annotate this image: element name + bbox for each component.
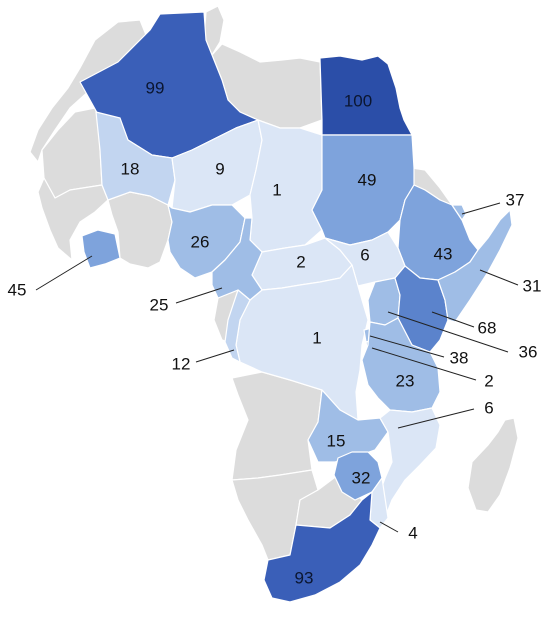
label-gabon-congo: 12 <box>172 355 191 374</box>
country-malawi-mozambique <box>377 407 441 519</box>
leader-rwanda <box>369 335 445 358</box>
label-kenya: 68 <box>478 319 497 338</box>
leader-gabon-congo <box>195 349 235 363</box>
label-chad: 1 <box>272 181 281 200</box>
label-ethiopia: 43 <box>434 245 453 264</box>
label-nigeria: 26 <box>191 233 210 252</box>
leader-ivory-coast <box>35 255 93 291</box>
data-countries <box>79 11 513 603</box>
leader-somalia <box>479 269 519 286</box>
country-kenya <box>394 265 449 353</box>
label-niger: 9 <box>215 160 224 179</box>
label-drc: 1 <box>312 329 321 348</box>
label-malawi-mozambique: 6 <box>484 399 493 418</box>
label-egypt: 100 <box>344 92 372 111</box>
country-egypt <box>319 55 413 136</box>
country-somalia <box>437 209 513 323</box>
leader-mozambique-south <box>379 521 399 533</box>
label-mali: 18 <box>121 160 140 179</box>
leader-uganda <box>387 311 509 353</box>
country-morocco <box>29 19 149 163</box>
country-south-africa <box>263 491 381 603</box>
label-zimbabwe: 32 <box>352 469 371 488</box>
value-labels: 99 100 18 9 1 49 43 26 2 6 1 23 15 32 93… <box>8 79 542 588</box>
leader-djibouti <box>461 202 501 215</box>
country-ivory-coast <box>81 229 121 269</box>
country-cameroon <box>211 217 263 301</box>
country-angola <box>231 371 323 481</box>
label-car: 2 <box>296 253 305 272</box>
label-cameroon: 25 <box>150 296 169 315</box>
label-mozambique-south: 4 <box>408 524 417 543</box>
country-uganda <box>367 277 401 326</box>
country-madagascar <box>467 417 519 513</box>
label-djibouti: 37 <box>506 191 525 210</box>
label-somalia: 31 <box>523 277 542 296</box>
label-zambia: 15 <box>327 432 346 451</box>
label-algeria: 99 <box>146 79 165 98</box>
leader-malawi <box>397 408 475 429</box>
country-west-coast <box>37 177 109 261</box>
label-tanzania: 23 <box>396 372 415 391</box>
label-ivory-coast: 45 <box>8 281 27 300</box>
leader-kenya <box>431 311 475 328</box>
leader-lines <box>35 202 519 533</box>
country-gabon-congo <box>224 289 251 363</box>
leader-cameroon <box>175 287 223 304</box>
leader-burundi <box>371 347 477 381</box>
label-south-africa: 93 <box>295 569 314 588</box>
label-uganda: 36 <box>519 343 538 362</box>
label-south-sudan: 6 <box>360 246 369 265</box>
label-rwanda: 38 <box>450 349 469 368</box>
country-sudan <box>311 134 415 246</box>
label-sudan: 49 <box>358 171 377 190</box>
country-djibouti <box>451 204 467 221</box>
label-burundi: 2 <box>484 372 493 391</box>
